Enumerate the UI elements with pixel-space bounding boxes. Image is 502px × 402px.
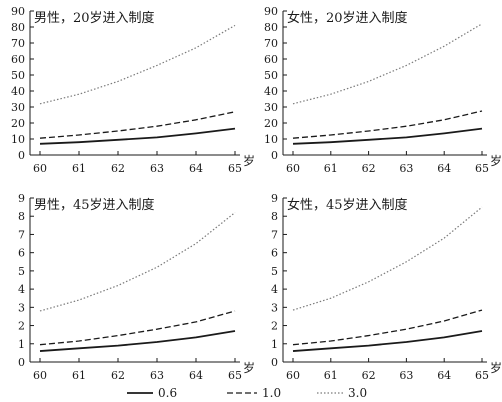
x-axis-unit: 岁 bbox=[243, 153, 255, 168]
y-tick-label: 9 bbox=[18, 192, 25, 205]
y-tick-label: 70 bbox=[11, 37, 25, 50]
y-tick-label: 20 bbox=[11, 117, 25, 130]
y-tick-label: 30 bbox=[264, 101, 278, 114]
y-tick-label: 1 bbox=[271, 338, 278, 351]
y-tick-label: 1 bbox=[18, 338, 25, 351]
panel-title: 女性，20岁进入制度 bbox=[287, 10, 408, 26]
y-tick-label: 90 bbox=[264, 5, 278, 18]
y-tick-label: 50 bbox=[264, 69, 278, 82]
x-tick-label: 63 bbox=[150, 162, 164, 175]
y-tick-label: 40 bbox=[11, 85, 25, 98]
y-tick-label: 5 bbox=[18, 265, 25, 278]
y-tick-label: 0 bbox=[18, 149, 25, 162]
x-tick-label: 60 bbox=[33, 162, 47, 175]
x-tick-label: 63 bbox=[399, 162, 413, 175]
x-tick-label: 64 bbox=[189, 162, 203, 175]
series-line-1.0 bbox=[39, 310, 236, 346]
y-tick-label: 3 bbox=[18, 301, 25, 314]
y-tick-label: 4 bbox=[271, 283, 278, 296]
x-tick-label: 63 bbox=[150, 369, 164, 382]
x-tick-label: 64 bbox=[437, 369, 451, 382]
y-tick-label: 20 bbox=[264, 117, 278, 130]
x-tick-label: 65 bbox=[475, 369, 489, 382]
y-tick-label: 70 bbox=[264, 37, 278, 50]
panel-title: 男性，45岁进入制度 bbox=[34, 197, 155, 213]
y-tick-label: 90 bbox=[11, 5, 25, 18]
series-line-0.6 bbox=[292, 127, 483, 145]
y-tick-label: 50 bbox=[11, 69, 25, 82]
series-line-3.0 bbox=[292, 206, 483, 311]
x-tick-label: 62 bbox=[111, 369, 125, 382]
x-tick-label: 63 bbox=[399, 369, 413, 382]
legend-label: 1.0 bbox=[262, 386, 281, 400]
series-line-1.0 bbox=[292, 309, 483, 346]
series-line-3.0 bbox=[292, 23, 483, 105]
series-line-1.0 bbox=[39, 111, 236, 139]
legend-label: 3.0 bbox=[348, 386, 367, 400]
legend: 0.6 1.0 3.0 bbox=[127, 386, 367, 400]
y-tick-label: 80 bbox=[264, 21, 278, 34]
x-axis-unit: 岁 bbox=[243, 360, 255, 375]
series-line-0.6 bbox=[292, 330, 483, 352]
legend-item-0: 0.6 bbox=[127, 386, 177, 400]
legend-item-2: 3.0 bbox=[317, 386, 367, 400]
y-tick-label: 4 bbox=[18, 283, 25, 296]
chart-panel-1: 0 10 20 30 40 50 60 70 80 90 60 61 62 63 64 65岁 女性，20岁进入… bbox=[264, 5, 502, 175]
y-tick-label: 9 bbox=[271, 192, 278, 205]
legend-item-1: 1.0 bbox=[227, 386, 281, 400]
panel-title: 男性，20岁进入制度 bbox=[34, 10, 155, 26]
series-line-3.0 bbox=[39, 24, 236, 105]
y-tick-label: 10 bbox=[264, 133, 278, 146]
x-tick-label: 61 bbox=[72, 369, 86, 382]
x-tick-label: 65 bbox=[228, 162, 242, 175]
x-tick-label: 61 bbox=[324, 162, 338, 175]
x-tick-label: 65 bbox=[228, 369, 242, 382]
x-tick-label: 61 bbox=[72, 162, 86, 175]
y-tick-label: 8 bbox=[18, 210, 25, 223]
x-tick-label: 62 bbox=[362, 162, 376, 175]
legend-label: 0.6 bbox=[158, 386, 177, 400]
y-tick-label: 6 bbox=[271, 247, 278, 260]
chart-panel-3: 0 1 2 3 4 5 6 7 8 9 60 61 62 63 64 65岁 女性，45岁进入制度 bbox=[271, 192, 502, 382]
series-line-1.0 bbox=[292, 110, 483, 139]
x-axis-unit: 岁 bbox=[490, 153, 502, 168]
y-tick-label: 7 bbox=[18, 228, 25, 241]
x-tick-label: 60 bbox=[33, 369, 47, 382]
y-tick-label: 80 bbox=[11, 21, 25, 34]
y-tick-label: 30 bbox=[11, 101, 25, 114]
y-tick-label: 60 bbox=[11, 53, 25, 66]
y-tick-label: 2 bbox=[18, 320, 25, 333]
x-tick-label: 62 bbox=[111, 162, 125, 175]
series-line-3.0 bbox=[39, 212, 236, 312]
x-tick-label: 62 bbox=[362, 369, 376, 382]
chart-panel-2: 0 1 2 3 4 5 6 7 8 9 60 61 62 63 64 65岁 男性，45岁进入制度 bbox=[18, 192, 255, 382]
panel-title: 女性，45岁进入制度 bbox=[287, 197, 408, 213]
series-line-0.6 bbox=[39, 127, 236, 145]
y-tick-label: 8 bbox=[271, 210, 278, 223]
y-tick-label: 6 bbox=[18, 247, 25, 260]
y-tick-label: 3 bbox=[271, 301, 278, 314]
y-tick-label: 10 bbox=[11, 133, 25, 146]
y-tick-label: 2 bbox=[271, 320, 278, 333]
x-tick-label: 60 bbox=[286, 162, 300, 175]
y-tick-label: 7 bbox=[271, 228, 278, 241]
x-tick-label: 64 bbox=[437, 162, 451, 175]
series-line-0.6 bbox=[39, 330, 236, 352]
x-axis-unit: 岁 bbox=[490, 360, 502, 375]
x-tick-label: 61 bbox=[324, 369, 338, 382]
y-tick-label: 5 bbox=[271, 265, 278, 278]
y-tick-label: 0 bbox=[18, 356, 25, 369]
x-tick-label: 60 bbox=[286, 369, 300, 382]
y-tick-label: 60 bbox=[264, 53, 278, 66]
chart-panel-0: 0 10 20 30 40 50 60 70 80 90 60 61 62 63 64 65岁 男性，20岁进入… bbox=[11, 5, 255, 175]
x-tick-label: 64 bbox=[189, 369, 203, 382]
y-tick-label: 0 bbox=[271, 356, 278, 369]
y-tick-label: 40 bbox=[264, 85, 278, 98]
y-tick-label: 0 bbox=[271, 149, 278, 162]
x-tick-label: 65 bbox=[475, 162, 489, 175]
